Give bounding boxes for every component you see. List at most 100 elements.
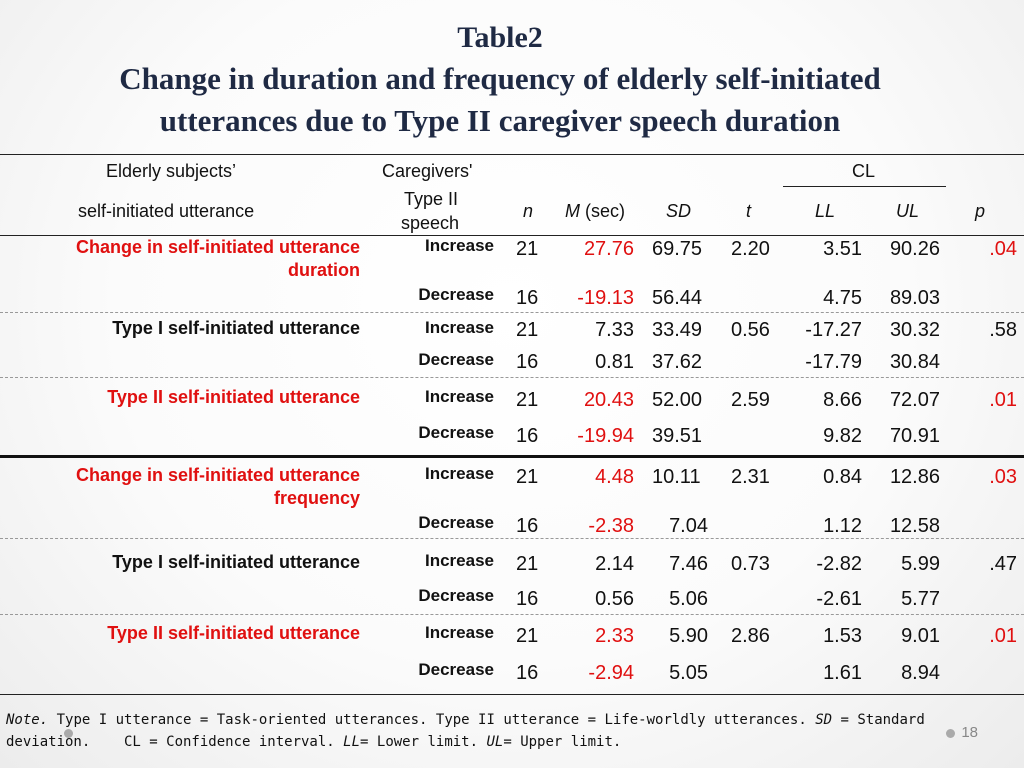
ul-cell: 70.91	[889, 425, 940, 447]
increase-label: Increase	[425, 551, 494, 570]
p-cell: .58	[989, 319, 1017, 341]
p-cell: .01	[989, 389, 1017, 411]
row-label: Change in self-initiated utterance frequ…	[76, 464, 360, 510]
n-cell: 16	[516, 515, 539, 537]
ll-cell: 0.84	[823, 466, 862, 488]
row-label: Change in self-initiated utterance durat…	[76, 236, 360, 282]
row-separator	[0, 538, 1024, 539]
n-cell: 21	[516, 389, 539, 411]
sd-cell: 69.75	[652, 238, 703, 260]
ll-cell: 1.12	[823, 515, 862, 537]
sd-cell: 7.04	[669, 515, 708, 537]
n-cell: 16	[516, 425, 539, 447]
row-label-line2: frequency	[273, 488, 360, 508]
t-cell: 0.73	[731, 553, 770, 575]
note-ll-def: = Lower limit.	[360, 734, 479, 750]
ul-cell: 9.01	[901, 625, 940, 647]
decorative-dot-icon	[64, 729, 73, 738]
ll-cell: 9.82	[823, 425, 862, 447]
ul-cell: 30.32	[889, 319, 940, 341]
p-cell: .47	[989, 553, 1017, 575]
table-top-rule	[0, 154, 1024, 155]
ll-cell: -2.61	[816, 588, 862, 610]
decrease-label: Decrease	[418, 423, 494, 442]
decrease-label: Decrease	[418, 285, 494, 304]
decrease-label: Decrease	[418, 586, 494, 605]
t-cell: 2.20	[731, 238, 770, 260]
header-bottom-rule	[0, 235, 1024, 236]
mean-cell: -2.94	[588, 662, 634, 684]
row-label-line1: Change in self-initiated utterance	[75, 465, 360, 485]
mean-cell: 4.48	[595, 466, 634, 488]
ul-cell: 5.77	[901, 588, 940, 610]
sd-cell: 7.46	[669, 553, 708, 575]
table-number: Table2	[457, 21, 543, 54]
n-cell: 16	[516, 662, 539, 684]
sd-cell: 33.49	[652, 319, 703, 341]
mean-cell: 20.43	[583, 389, 634, 411]
increase-label: Increase	[425, 623, 494, 642]
t-cell: 2.31	[731, 466, 770, 488]
p-cell: .03	[989, 466, 1017, 488]
row-label: Type I self-initiated utterance	[112, 318, 360, 338]
row-separator	[0, 312, 1024, 313]
t-cell: 2.86	[731, 625, 770, 647]
header-p: p	[975, 201, 986, 221]
n-cell: 21	[516, 319, 539, 341]
ul-cell: 5.99	[901, 553, 940, 575]
sd-cell: 5.06	[669, 588, 708, 610]
title-line-2: utterances due to Type II caregiver spee…	[159, 103, 841, 138]
header-speech: speech	[401, 213, 460, 233]
mean-cell: 2.33	[595, 625, 634, 647]
mean-cell: 0.81	[595, 351, 634, 373]
ll-cell: 8.66	[823, 389, 862, 411]
ll-cell: -17.27	[805, 319, 862, 341]
table-bottom-rule	[0, 694, 1024, 695]
ll-cell: 4.75	[823, 287, 862, 309]
ll-cell: 1.61	[823, 662, 862, 684]
mean-cell: 27.76	[583, 238, 634, 260]
note-line-1: Note. Type I utterance = Task-oriented u…	[6, 709, 925, 731]
ul-cell: 12.58	[889, 515, 940, 537]
sd-cell: 10.11	[652, 466, 701, 488]
p-cell: .01	[989, 625, 1017, 647]
ll-cell: 1.53	[823, 625, 862, 647]
note-text: deviation. CL = Confidence interval.	[6, 734, 335, 750]
n-cell: 21	[516, 466, 539, 488]
increase-label: Increase	[425, 387, 494, 406]
p-cell: .04	[989, 238, 1017, 260]
decrease-label: Decrease	[418, 350, 494, 369]
header-caregivers: Caregivers'	[382, 161, 473, 181]
sd-cell: 52.00	[652, 389, 703, 411]
sd-cell: 37.62	[652, 351, 703, 373]
note-sd-def: = Standard	[840, 712, 925, 728]
header-ul: UL	[896, 201, 920, 221]
row-label: Type II self-initiated utterance	[107, 623, 360, 643]
header-n: n	[523, 201, 534, 221]
page-number: 18	[961, 724, 978, 741]
header-ll: LL	[815, 201, 836, 221]
note-ul-def: = Upper limit.	[503, 734, 622, 750]
sd-cell: 56.44	[652, 287, 703, 309]
ul-cell: 30.84	[889, 351, 940, 373]
n-cell: 21	[516, 625, 539, 647]
ul-cell: 12.86	[889, 466, 940, 488]
increase-label: Increase	[425, 464, 494, 483]
ll-cell: -17.79	[805, 351, 862, 373]
mean-cell: -19.94	[577, 425, 634, 447]
ul-cell: 90.26	[889, 238, 940, 260]
section-separator	[0, 455, 1024, 458]
header-cl: CL	[852, 161, 876, 181]
header-m: M (sec)	[565, 200, 625, 222]
mean-cell: -2.38	[588, 515, 634, 537]
n-cell: 21	[516, 238, 539, 260]
n-cell: 21	[516, 553, 539, 575]
header-elderly-subjects: Elderly subjects’	[106, 161, 237, 181]
note-text: Type I utterance = Task-oriented utteran…	[56, 712, 807, 728]
t-cell: 0.56	[731, 319, 770, 341]
note-ll: LL	[343, 734, 361, 750]
ll-cell: -2.82	[816, 553, 862, 575]
header-m-symbol: M	[565, 201, 580, 221]
header-type2: Type II	[404, 189, 459, 209]
decorative-dot-icon	[946, 729, 955, 738]
